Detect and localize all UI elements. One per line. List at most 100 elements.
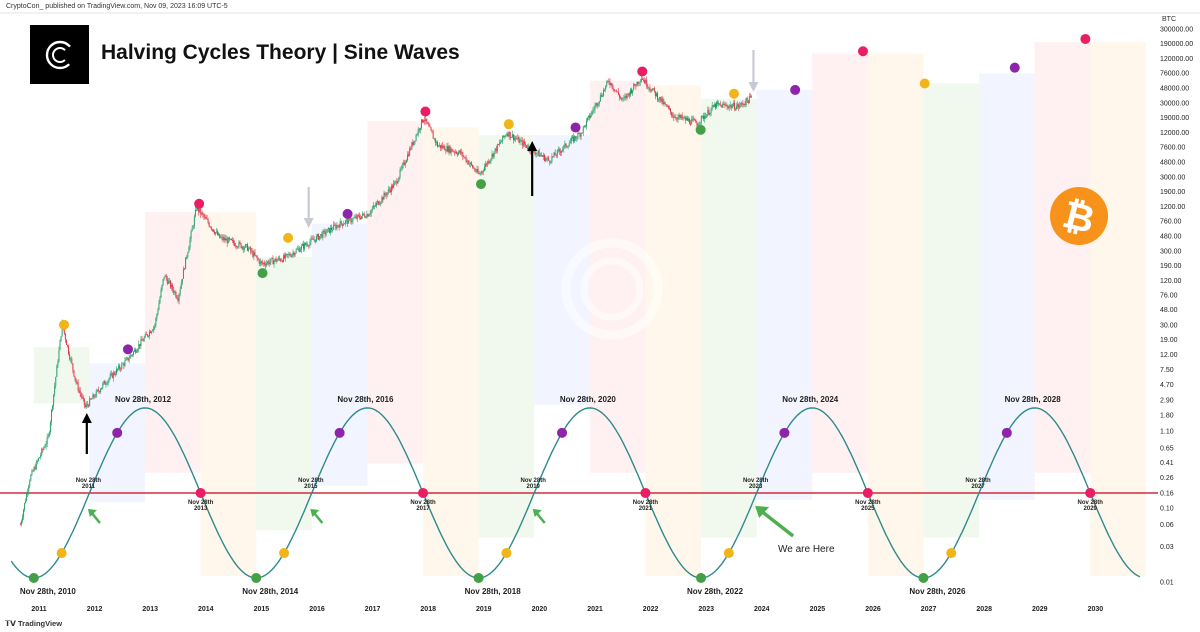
tradingview-footer[interactable]: 𝗧𝗩 TradingView [5,619,62,628]
candle-body [268,261,270,265]
candle-body [556,150,558,156]
candle-body [294,253,296,256]
candle-body [647,86,649,88]
black-up-arrow-icon [527,141,538,196]
candle-body [475,170,477,172]
crossing-year-label: 2029 [1084,506,1098,512]
candle-body [28,486,30,492]
candle-body [327,227,329,230]
candle-body [142,340,144,342]
wave-bottom-dot [28,572,39,583]
candle-body [528,146,530,149]
candle-body [596,103,598,106]
wave-bottom-dot [696,572,707,583]
wave-peak-cross-dot [640,487,651,498]
cycle-band [145,212,201,473]
candle-body [295,249,297,254]
candle-body [356,214,358,219]
candle-body [286,253,288,255]
candle-body [182,268,184,279]
y-axis-unit: BTC [1162,16,1176,23]
candle-body [265,264,267,266]
crossing-date-label: Nov 28th [298,478,324,484]
candle-body [337,225,339,227]
candle-body [206,218,208,220]
candle-body [334,224,336,226]
wave-bottom-dot [251,572,262,583]
wave-mid-dot [501,548,512,559]
x-tick-label: 2026 [865,606,881,613]
chart-title: Halving Cycles Theory | Sine Waves [101,41,460,64]
candle-body [234,243,236,246]
candle-body [319,236,321,240]
gray-down-arrow-icon [748,50,759,92]
candle-body [174,291,176,293]
candle-body [534,151,536,155]
candle-body [589,115,591,118]
we-are-here-label: We are Here [778,544,835,555]
y-tick-label: 300000.00 [1160,27,1193,34]
cycle-band [534,135,590,405]
btc-logo-icon: ₿ [1050,187,1108,245]
candle-body [397,180,399,184]
crossing-year-label: 2019 [527,484,541,490]
candle-body [122,363,124,365]
candle-body [125,358,127,361]
candle-body [143,337,145,342]
candle-body [324,230,326,235]
candle-body [538,150,540,157]
peak-date-label: Nov 28th, 2012 [115,395,172,404]
candle-body [111,373,113,378]
candle-body [495,148,497,152]
candle-body [734,109,736,110]
y-tick-label: 19000.00 [1160,115,1189,122]
candle-body [402,162,404,165]
peak-date-label: Nov 28th, 2020 [560,395,617,404]
candle-body [565,143,567,148]
candle-body [737,104,739,107]
candle-body [241,246,243,249]
candle-body [546,158,548,160]
candle-body [432,132,434,139]
candle-body [423,119,425,123]
candle-body [212,229,214,232]
candle-body [136,351,138,353]
candle-body [503,135,505,138]
candle-body [362,213,364,217]
candle-body [451,148,453,152]
candle-body [520,139,522,141]
candle-body [548,157,550,161]
y-tick-label: 3000.00 [1160,174,1185,181]
candle-body [342,224,344,226]
candle-body [321,234,323,238]
cycle-band [701,98,757,538]
candle-body [89,398,91,407]
candle-body [58,349,60,362]
candle-body [732,102,734,106]
y-tick-label: 760.00 [1160,219,1182,226]
candle-body [609,82,611,85]
candle-body [96,389,98,391]
candle-body [590,115,592,118]
candle-body [560,151,562,153]
candle-body [573,136,575,142]
candle-body [717,102,719,104]
cycle-band [756,89,813,500]
candle-body [217,231,219,236]
candle-body [648,87,650,89]
candle-body [117,368,119,370]
candle-body [635,85,637,87]
candle-body [145,334,147,335]
candle-body [229,238,231,240]
candle-body [224,237,226,241]
candle-body [347,219,349,224]
trough-date-label: Nov 28th, 2026 [909,587,966,596]
candle-body [633,83,635,90]
candle-body [222,236,224,240]
candle-body [243,247,245,250]
candle-body [185,257,187,270]
y-tick-label: 190.00 [1160,263,1182,270]
candle-body [130,354,132,356]
x-tick-label: 2027 [921,606,937,613]
candle-body [42,448,44,450]
